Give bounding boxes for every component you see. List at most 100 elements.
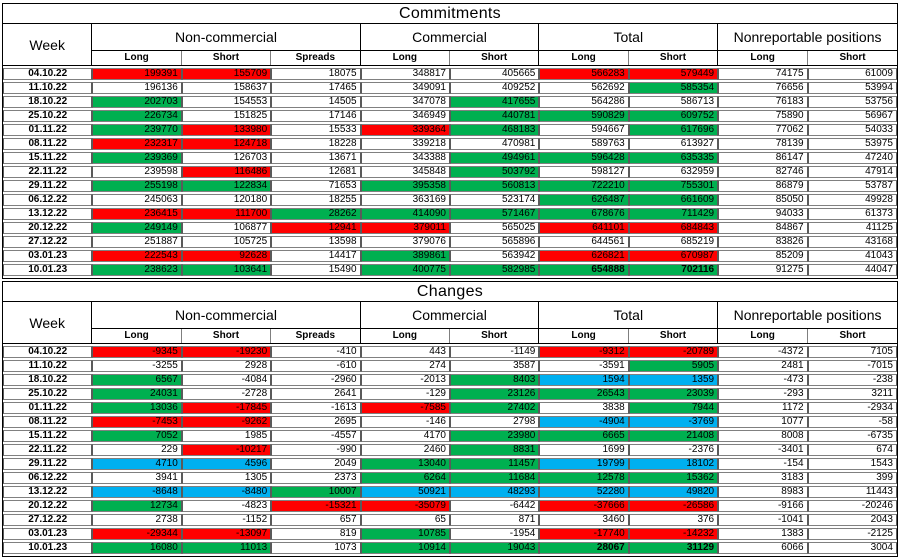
table-row: 22.11.22 239598 116486 12681 345848 503792 598… bbox=[3, 166, 897, 178]
value-cell: 4710 bbox=[92, 458, 182, 470]
value-cell: -990 bbox=[271, 444, 361, 456]
value-cell: 590829 bbox=[539, 110, 629, 122]
value-cell: -473 bbox=[718, 374, 808, 386]
value-cell: 564286 bbox=[539, 96, 629, 108]
value-cell: 2049 bbox=[271, 458, 361, 470]
value-cell: 1594 bbox=[539, 374, 629, 386]
value-cell: 349091 bbox=[360, 82, 450, 94]
table-row: 01.11.22 239770 133980 15533 339364 468183 594… bbox=[3, 124, 897, 136]
week-cell: 18.10.22 bbox=[3, 374, 93, 386]
value-cell: 82746 bbox=[718, 166, 808, 178]
value-cell: 151825 bbox=[181, 110, 272, 122]
value-cell: 41125 bbox=[807, 222, 897, 234]
value-cell: 8008 bbox=[718, 430, 808, 442]
table-row: 20.12.22 12734 -4823 -15321 -35079 -6442 -3766… bbox=[3, 500, 897, 512]
value-cell: 345848 bbox=[360, 166, 450, 178]
value-cell: 239369 bbox=[92, 152, 182, 164]
value-cell: 61009 bbox=[807, 68, 897, 80]
value-cell: 443 bbox=[360, 346, 450, 358]
value-cell: 155709 bbox=[181, 68, 272, 80]
value-cell: 594667 bbox=[539, 124, 629, 136]
value-cell: -293 bbox=[718, 388, 808, 400]
value-cell: 78139 bbox=[718, 138, 808, 150]
value-cell: 65 bbox=[360, 514, 450, 526]
value-cell: -8648 bbox=[92, 486, 182, 498]
value-cell: 565896 bbox=[449, 236, 540, 248]
value-cell: 196136 bbox=[92, 82, 182, 94]
value-cell: 566283 bbox=[539, 68, 629, 80]
value-cell: 3587 bbox=[449, 360, 540, 372]
week-cell: 20.12.22 bbox=[3, 222, 93, 234]
section-changes: Changes Week Non-commercial Long Short S… bbox=[2, 281, 898, 557]
table-row: 13.12.22 236415 111700 28262 414090 571467 678… bbox=[3, 208, 897, 220]
value-cell: 116486 bbox=[181, 166, 272, 178]
value-cell: 363169 bbox=[360, 194, 450, 206]
value-cell: 596428 bbox=[539, 152, 629, 164]
value-cell: 711429 bbox=[628, 208, 719, 220]
subheader-long: Long bbox=[92, 51, 182, 65]
value-cell: 12734 bbox=[92, 500, 182, 512]
value-cell: -6735 bbox=[807, 430, 897, 442]
value-cell: 54033 bbox=[807, 124, 897, 136]
value-cell: 3211 bbox=[807, 388, 897, 400]
value-cell: 674 bbox=[807, 444, 897, 456]
section-title: Commitments bbox=[3, 4, 897, 24]
value-cell: 53756 bbox=[807, 96, 897, 108]
value-cell: 202703 bbox=[92, 96, 182, 108]
value-cell: -3769 bbox=[628, 416, 719, 428]
value-cell: 75890 bbox=[718, 110, 808, 122]
subheader-short: Short bbox=[481, 330, 508, 341]
value-cell: 503792 bbox=[449, 166, 540, 178]
group-label: Commercial bbox=[360, 302, 539, 329]
value-cell: 470981 bbox=[449, 138, 540, 150]
table-row: 06.12.22 245063 120180 18255 363169 523174 626… bbox=[3, 194, 897, 206]
value-cell: 77062 bbox=[718, 124, 808, 136]
value-cell: 3004 bbox=[807, 542, 897, 554]
value-cell: 44047 bbox=[807, 264, 897, 276]
value-cell: -37666 bbox=[539, 500, 629, 512]
group-label: Total bbox=[539, 302, 718, 329]
value-cell: 2641 bbox=[271, 388, 361, 400]
value-cell: -238 bbox=[807, 374, 897, 386]
value-cell: 17146 bbox=[271, 110, 361, 122]
subheader-row: Long Short bbox=[718, 51, 897, 65]
value-cell: 11684 bbox=[449, 472, 540, 484]
value-cell: 28067 bbox=[539, 542, 629, 554]
value-cell: 3460 bbox=[539, 514, 629, 526]
value-cell: 18075 bbox=[271, 68, 361, 80]
value-cell: 348817 bbox=[360, 68, 450, 80]
value-cell: 626487 bbox=[539, 194, 629, 206]
subheader-row: Long Short bbox=[361, 329, 539, 343]
value-cell: 617696 bbox=[628, 124, 719, 136]
group-commercial: Commercial Long Short bbox=[360, 302, 540, 343]
value-cell: 48293 bbox=[449, 486, 540, 498]
value-cell: 122834 bbox=[181, 180, 272, 192]
value-cell: 613927 bbox=[628, 138, 719, 150]
value-cell: -6442 bbox=[449, 500, 540, 512]
value-cell: 56967 bbox=[807, 110, 897, 122]
subheader-row: Long Short Spreads bbox=[92, 329, 359, 343]
value-cell: 28262 bbox=[271, 208, 361, 220]
value-cell: -129 bbox=[360, 388, 450, 400]
value-cell: 684843 bbox=[628, 222, 719, 234]
value-cell: 19799 bbox=[539, 458, 629, 470]
week-cell: 10.01.23 bbox=[3, 542, 93, 554]
value-cell: 11013 bbox=[181, 542, 272, 554]
week-cell: 20.12.22 bbox=[3, 500, 93, 512]
week-cell: 01.11.22 bbox=[3, 402, 93, 414]
subheader-short: Short bbox=[481, 52, 508, 63]
week-cell: 11.10.22 bbox=[3, 82, 93, 94]
week-cell: 13.12.22 bbox=[3, 208, 93, 220]
week-cell: 11.10.22 bbox=[3, 360, 93, 372]
value-cell: 13671 bbox=[271, 152, 361, 164]
value-cell: 7944 bbox=[628, 402, 719, 414]
week-cell: 27.12.22 bbox=[3, 236, 93, 248]
value-cell: 71653 bbox=[271, 180, 361, 192]
value-cell: 94033 bbox=[718, 208, 808, 220]
value-cell: 2798 bbox=[449, 416, 540, 428]
value-cell: 6567 bbox=[92, 374, 182, 386]
value-cell: 18228 bbox=[271, 138, 361, 150]
value-cell: 589763 bbox=[539, 138, 629, 150]
value-cell: -3401 bbox=[718, 444, 808, 456]
